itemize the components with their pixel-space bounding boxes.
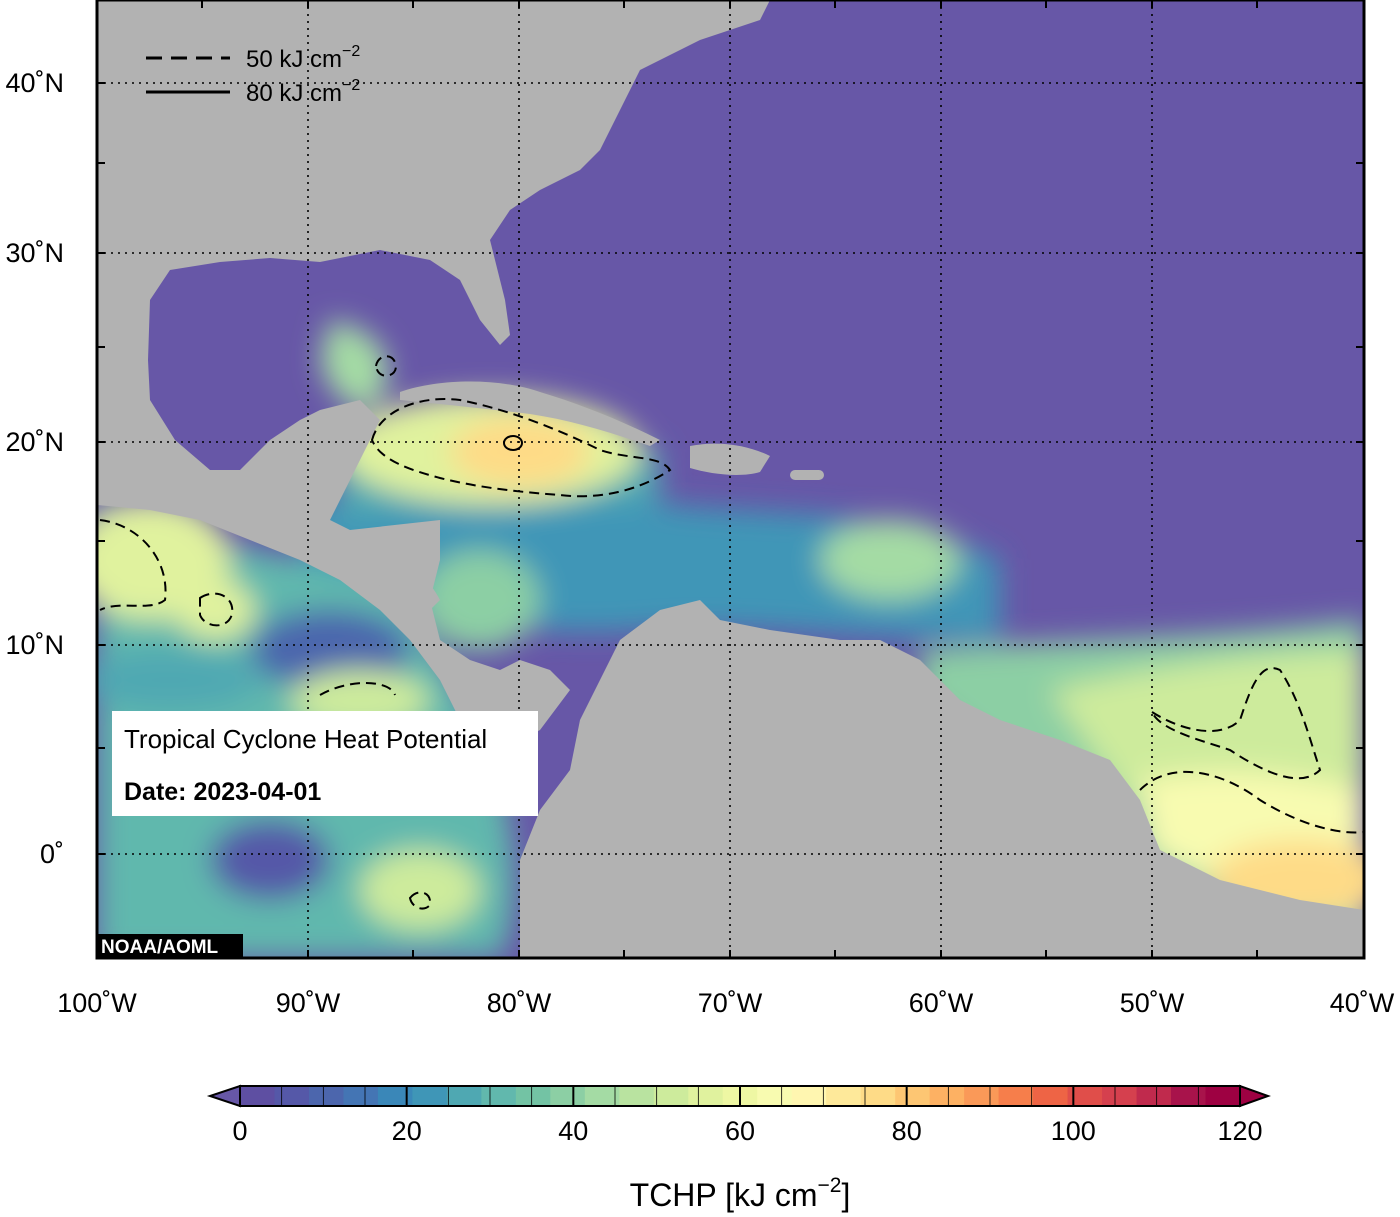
contour-50-caribbean (370, 398, 672, 498)
colorbar-swatch (515, 1086, 551, 1106)
contour-50-pacific-3 (319, 682, 396, 696)
colorbar-swatch (757, 1086, 793, 1106)
contour-50-yucatan (374, 355, 398, 377)
lon-label-100w: 100˚W (57, 988, 137, 1018)
colorbar-swatch (1033, 1086, 1069, 1106)
colorbar-ticks (239, 1086, 1241, 1106)
lat-labels: 40˚N 30˚N 20˚N 10˚N 0˚ (5, 68, 64, 869)
colorbar-swatch (998, 1086, 1034, 1106)
colorbar-swatch (481, 1086, 517, 1106)
colorbar-swatch (308, 1086, 345, 1106)
lon-label-70w: 70˚W (698, 988, 763, 1018)
colorbar: 0 20 40 60 80 100 120 TCHP [kJ cm−2] (206, 1084, 1271, 1213)
lon-label-50w: 50˚W (1120, 988, 1185, 1018)
colorbar-swatch (377, 1086, 414, 1106)
map-date: Date: 2023-04-01 (124, 778, 321, 806)
colorbar-swatch (446, 1086, 482, 1106)
legend-dashed-label: 50 kJ cm−2 (246, 43, 360, 73)
credit-label: NOAA/AOML (101, 937, 219, 958)
land (97, 0, 1364, 958)
contour-legend: 50 kJ cm−2 80 kJ cm−2 (146, 43, 360, 107)
info-box: Tropical Cyclone Heat Potential Date: 20… (112, 711, 538, 816)
map-title: Tropical Cyclone Heat Potential (124, 724, 487, 754)
colorbar-low-arrow (206, 1084, 241, 1108)
colorbar-swatch (929, 1086, 965, 1106)
colorbar-swatch (826, 1086, 862, 1106)
cbar-tick-0: 0 (232, 1116, 247, 1146)
lon-label-40w: 40˚W (1330, 988, 1395, 1018)
colorbar-swatch (584, 1086, 620, 1106)
colorbar-high-arrow (1239, 1084, 1271, 1108)
colorbar-swatch (274, 1086, 310, 1106)
colorbar-swatch (343, 1086, 379, 1106)
colorbar-title: TCHP [kJ cm−2] (630, 1174, 851, 1213)
cuba-land (400, 381, 660, 446)
colorbar-swatch (412, 1086, 448, 1106)
lat-label-10n: 10˚N (5, 630, 64, 660)
lon-label-90w: 90˚W (276, 988, 341, 1018)
colorbar-swatch (1067, 1086, 1103, 1106)
colorbar-swatch (688, 1086, 724, 1106)
lat-label-20n: 20˚N (5, 427, 64, 457)
cbar-tick-80: 80 (892, 1116, 922, 1146)
cbar-tick-120: 120 (1217, 1116, 1262, 1146)
colorbar-swatch (653, 1086, 689, 1106)
cbar-tick-100: 100 (1051, 1116, 1096, 1146)
colorbar-swatch (550, 1086, 586, 1106)
lat-label-30n: 30˚N (5, 238, 64, 268)
colorbar-swatch (860, 1086, 896, 1106)
frame-ticks (97, 0, 1364, 958)
south-america-land (520, 600, 1364, 958)
colorbar-swatch (964, 1086, 1000, 1106)
cbar-tick-20: 20 (392, 1116, 422, 1146)
cbar-tick-60: 60 (725, 1116, 755, 1146)
colorbar-swatch (240, 1086, 276, 1106)
colorbar-swatch (1171, 1086, 1207, 1106)
colorbar-swatch (1136, 1086, 1172, 1106)
hispaniola-land (690, 443, 770, 475)
north-america-land (97, 0, 770, 760)
cbar-tick-40: 40 (558, 1116, 588, 1146)
contours (99, 355, 1364, 910)
colorbar-swatch (1102, 1086, 1138, 1106)
colorbar-swatch (1205, 1086, 1241, 1106)
lon-labels: 100˚W 90˚W 80˚W 70˚W 60˚W 50˚W 40˚W (57, 988, 1395, 1018)
contour-80-caribbean (503, 435, 523, 451)
lon-label-60w: 60˚W (909, 988, 974, 1018)
map-panel: 50 kJ cm−2 80 kJ cm−2 Tropical Cyclone H… (97, 0, 1364, 958)
colorbar-swatch (895, 1086, 931, 1106)
contour-50-pacific-4 (408, 891, 432, 910)
lat-label-0: 0˚ (40, 839, 64, 869)
lon-label-80w: 80˚W (487, 988, 552, 1018)
legend-solid-label: 80 kJ cm−2 (246, 77, 360, 107)
lat-label-40n: 40˚N (5, 68, 64, 98)
contour-50-atlantic-2 (1139, 770, 1364, 834)
contour-50-atlantic-1 (1149, 667, 1322, 780)
colorbar-swatch (619, 1086, 655, 1106)
colorbar-swatch (791, 1086, 827, 1106)
